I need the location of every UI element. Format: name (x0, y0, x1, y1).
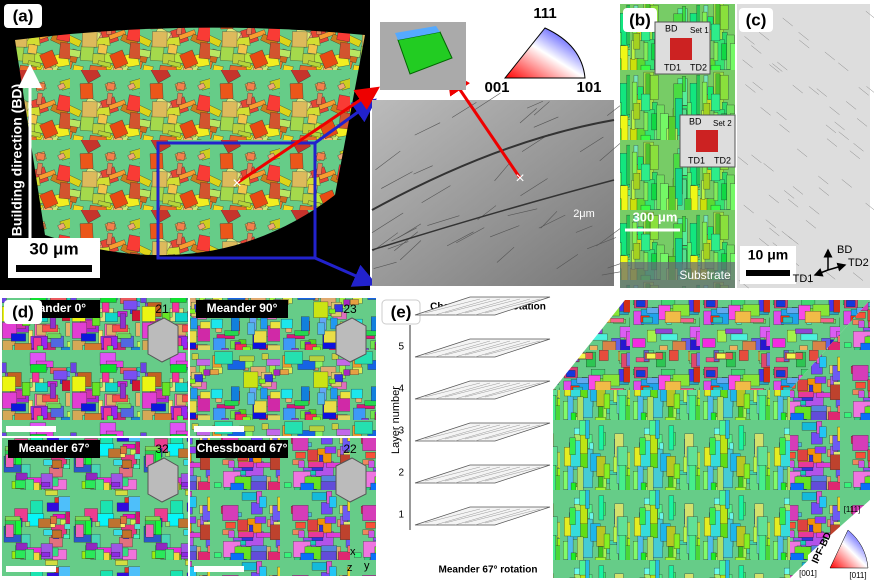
stack-title: Meander 67° rotation (438, 565, 537, 576)
ebsd-map (190, 438, 376, 576)
cube (395, 26, 440, 40)
arrow (236, 86, 380, 185)
scale-label: 300 μm (633, 209, 678, 224)
map-number: 21 (155, 302, 169, 316)
marker: × (232, 175, 241, 192)
layer (414, 464, 551, 484)
layer (414, 338, 551, 358)
axis-label: TD1 (793, 273, 814, 285)
scale-bar (16, 265, 92, 272)
panel-label: (a) (13, 6, 34, 25)
zoom-box (156, 141, 317, 260)
label-box (381, 299, 421, 325)
label-box (4, 300, 42, 324)
map-number: 32 (155, 442, 169, 456)
map-title: Chessboard 67° (197, 441, 288, 455)
zoom-line (314, 256, 378, 287)
axis-label: z (347, 562, 353, 574)
scale-box (194, 566, 244, 572)
layer (414, 422, 551, 442)
scale-box (6, 426, 56, 432)
cube-top (553, 300, 870, 390)
build-cube (147, 457, 179, 503)
label-box (4, 4, 42, 28)
ipf-label: [001] (799, 569, 817, 578)
panel-label: (d) (12, 302, 34, 321)
sem-scale: 2μm (573, 208, 595, 220)
ebsd-map (15, 27, 365, 256)
axes-triad (813, 248, 847, 277)
cube (397, 31, 453, 75)
title-box (196, 440, 288, 458)
layer (414, 296, 551, 316)
layer-tick: 3 (398, 426, 404, 437)
ebsd-map (2, 438, 188, 576)
inset-axis: TD1 (688, 155, 705, 165)
tem-image (737, 4, 870, 288)
inset-axis: BD (689, 116, 702, 126)
title-box (8, 440, 100, 458)
cube-side (790, 300, 870, 578)
layer-tick: 2 (398, 468, 404, 479)
axis-label: BD (837, 244, 852, 256)
map-number: 23 (343, 302, 357, 316)
build-cube (147, 317, 179, 363)
sem-texture (371, 92, 642, 276)
ipf-label: [011] (849, 571, 866, 580)
ipf-triangle (829, 529, 869, 569)
scale-bar (746, 270, 790, 276)
layer (414, 380, 551, 400)
arrow (446, 70, 522, 179)
scale-box (6, 566, 56, 572)
layer-tick: 4 (398, 384, 404, 395)
inset: BD Set 2 TD1 TD2 (679, 114, 736, 168)
scale-box (194, 426, 244, 432)
map-title: Meander 67° (19, 441, 90, 455)
map-number: 22 (343, 442, 357, 456)
panel-label: (b) (629, 10, 651, 29)
substrate (620, 262, 735, 288)
label-box (739, 8, 773, 32)
ipf-label: 111 (533, 5, 556, 22)
ipf-label: 001 (484, 79, 509, 96)
axis-label: y (364, 560, 370, 572)
inset-set: Set 1 (690, 26, 709, 35)
inset-axis: TD1 (664, 62, 681, 72)
axis-label: Layer number (390, 386, 402, 454)
inset-axis: BD (665, 23, 678, 33)
scale-label: 10 μm (748, 247, 788, 263)
panel-label: (c) (746, 10, 767, 29)
axis-label: TD2 (848, 257, 869, 269)
substrate-label: Substrate (679, 268, 731, 282)
sem-image (372, 100, 614, 286)
axes-triad: x z y (347, 546, 370, 574)
ipf-triangle (503, 27, 586, 79)
ipf-label: 101 (576, 79, 601, 96)
ipf-label: [111] (844, 505, 861, 514)
scale-label: 30 μm (29, 239, 78, 258)
layer-tick: 5 (398, 342, 404, 353)
inset-set: Set 2 (713, 119, 732, 128)
inset-axis: TD2 (714, 155, 731, 165)
ebsd-map (190, 298, 376, 436)
axis-label: Building direction (BD) (9, 84, 25, 236)
inset: BD Set 1 TD1 TD2 (654, 21, 711, 75)
title-box (196, 300, 288, 318)
scale-box (740, 246, 796, 284)
layer (414, 506, 551, 526)
label-box (623, 8, 657, 32)
cube-front (553, 390, 790, 578)
build-cube (335, 457, 367, 503)
panel-label: (e) (391, 302, 412, 321)
inset-axis: TD2 (690, 62, 707, 72)
axis-label: x (350, 546, 356, 558)
build-cube (335, 317, 367, 363)
map-title: Meander 90° (207, 301, 278, 315)
marker: × (515, 170, 524, 187)
layer-tick: 1 (398, 510, 404, 521)
